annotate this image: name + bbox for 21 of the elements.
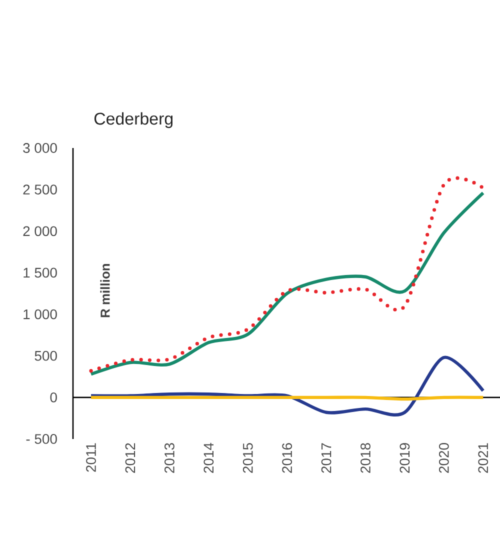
y-tick-label: 1 500 bbox=[24, 268, 57, 278]
y-axis-title: R million bbox=[100, 264, 110, 318]
y-tick-label: 2 000 bbox=[23, 226, 57, 236]
x-tick-label: 2016 bbox=[282, 443, 292, 473]
x-tick-label: 2013 bbox=[164, 443, 174, 473]
y-tick-label: - 500 bbox=[26, 434, 57, 444]
x-tick-label: 2014 bbox=[204, 442, 214, 473]
y-tick-label: 0 bbox=[50, 392, 57, 402]
x-tick-label: 2019 bbox=[400, 443, 410, 473]
x-tick-label: 2015 bbox=[242, 443, 253, 473]
x-tick-label: 2011 bbox=[86, 443, 96, 472]
y-tick-label: 500 bbox=[34, 350, 57, 361]
y-tick-label: 1 000 bbox=[24, 309, 57, 320]
chart-title: Cederberg bbox=[94, 112, 173, 128]
x-tick-label: 2017 bbox=[321, 443, 332, 473]
y-tick-label: 3 000 bbox=[23, 143, 57, 153]
x-tick-label: 2012 bbox=[125, 443, 136, 473]
y-tick-label: 2 500 bbox=[23, 184, 57, 195]
x-tick-label: 2020 bbox=[438, 443, 449, 473]
x-tick-label: 2021 bbox=[478, 443, 488, 473]
x-tick-label: 2018 bbox=[360, 443, 370, 473]
